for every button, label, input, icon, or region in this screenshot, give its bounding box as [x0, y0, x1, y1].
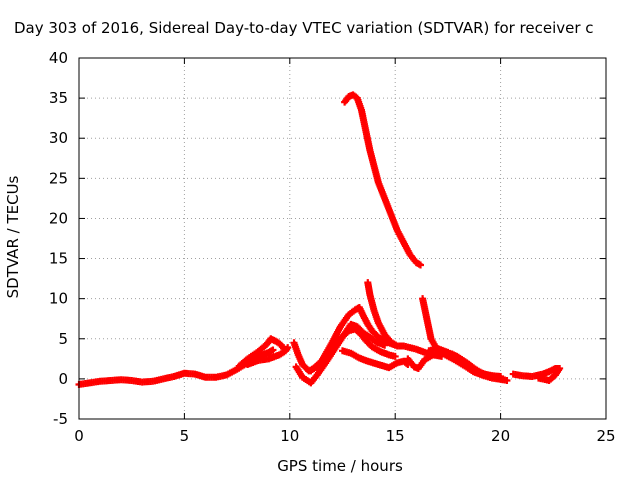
data-point: [535, 374, 543, 382]
y-axis-label: SDTVAR / TECUs: [4, 175, 22, 298]
y-tick-label: 30: [49, 129, 68, 147]
x-tick-label: 15: [386, 427, 405, 445]
data-point: [284, 344, 292, 352]
series-baseline-early: [75, 346, 277, 389]
data-point: [416, 261, 424, 269]
y-tick-label: 20: [49, 209, 68, 227]
x-tick-label: 25: [596, 427, 615, 445]
series-afternoon-band-b: [425, 344, 511, 384]
x-tick-label: 10: [280, 427, 299, 445]
x-tick-label: 20: [491, 427, 510, 445]
series-noon-bump-4: [339, 347, 412, 372]
x-tick-label: 0: [74, 427, 84, 445]
series-main-spike: [341, 91, 424, 269]
x-tick-label: 5: [180, 427, 190, 445]
chart-title: Day 303 of 2016, Sidereal Day-to-day VTE…: [14, 19, 594, 37]
x-axis-label: GPS time / hours: [277, 457, 403, 475]
series-morning-rise-upper: [235, 335, 287, 370]
data-point: [269, 346, 277, 354]
y-tick-label: 25: [49, 169, 68, 187]
y-tick-label: 15: [49, 250, 68, 268]
y-tick-label: -5: [53, 410, 68, 428]
data-point: [503, 376, 511, 384]
series-morning-rise-lower: [244, 344, 292, 368]
data-point: [391, 352, 399, 360]
y-tick-label: 35: [49, 89, 68, 107]
y-tick-label: 5: [58, 330, 68, 348]
grid-lines: [79, 58, 606, 419]
y-tick-label: 0: [58, 370, 68, 388]
y-tick-label: 10: [49, 290, 68, 308]
axis-ticks: 0 5 10 15 20 25 -5 0 5 10 15 20 25 30 35 40: [49, 49, 616, 445]
data-points: [75, 91, 564, 389]
series-evening: [509, 364, 564, 384]
y-tick-label: 40: [49, 49, 68, 67]
plot-frame: [78, 57, 607, 420]
